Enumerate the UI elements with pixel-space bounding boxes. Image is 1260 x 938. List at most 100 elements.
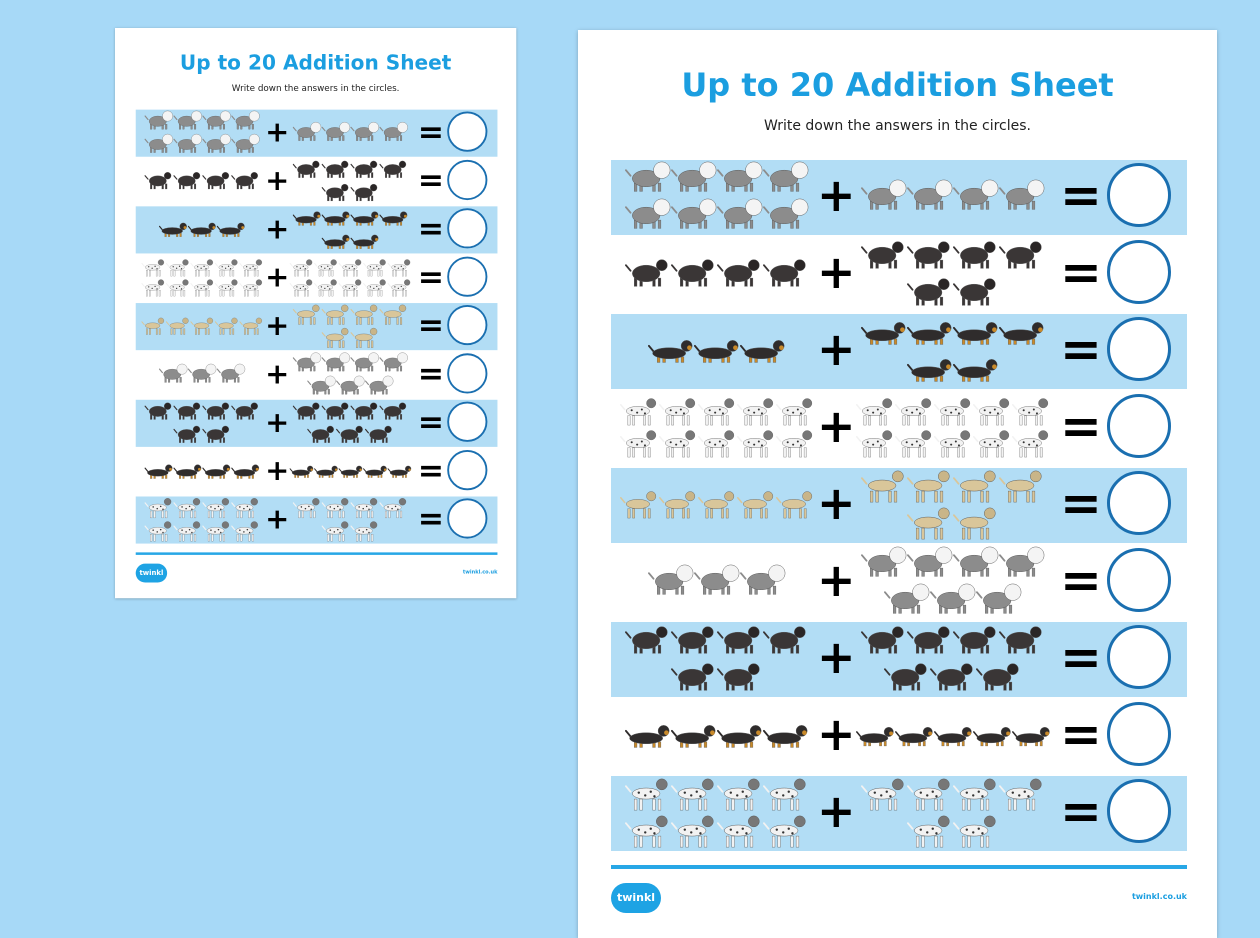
answer-circle[interactable] bbox=[1107, 394, 1171, 458]
dachshund-icon bbox=[999, 321, 1044, 345]
dalmatian-icon bbox=[214, 279, 238, 296]
problem-row: + = bbox=[136, 448, 498, 495]
answer-circle[interactable] bbox=[447, 159, 488, 201]
dachshund-icon bbox=[671, 725, 716, 748]
black-dog-icon bbox=[671, 662, 714, 691]
problem-row: + = bbox=[611, 699, 1187, 774]
equals-sign: = bbox=[1060, 705, 1102, 763]
first-addend-dogs bbox=[139, 110, 265, 157]
answer-circle[interactable] bbox=[447, 256, 488, 297]
answer-circle[interactable] bbox=[1107, 471, 1171, 535]
black-dog-icon bbox=[336, 425, 363, 443]
answer-circle[interactable] bbox=[447, 304, 488, 346]
greyhound-icon bbox=[321, 304, 349, 325]
black-dog-icon bbox=[379, 402, 407, 420]
black-dog-icon bbox=[999, 241, 1042, 269]
sheepdog-icon bbox=[999, 179, 1045, 210]
sheepdog-icon bbox=[379, 352, 408, 372]
plus-sign: + bbox=[817, 476, 856, 530]
problem-row: + = bbox=[611, 545, 1187, 620]
dachshund-icon bbox=[387, 465, 411, 478]
first-addend-dogs bbox=[617, 160, 817, 235]
equals-sign: = bbox=[1060, 628, 1102, 686]
second-addend-dogs bbox=[853, 622, 1053, 697]
sheepdog-icon bbox=[953, 179, 999, 210]
dachshund-icon bbox=[953, 358, 998, 382]
first-addend-dogs bbox=[139, 158, 265, 205]
plus-sign: + bbox=[265, 163, 290, 197]
dachshund-icon bbox=[350, 234, 379, 249]
black-dog-icon bbox=[350, 402, 378, 420]
equals-sign: = bbox=[417, 258, 445, 295]
dachshund-icon bbox=[289, 465, 313, 478]
answer-circle[interactable] bbox=[1107, 625, 1171, 689]
dalmatian-icon bbox=[736, 398, 773, 426]
equals-sign: = bbox=[417, 355, 445, 392]
sheepdog-icon bbox=[321, 122, 351, 141]
first-addend-dogs bbox=[139, 206, 265, 253]
second-addend-dogs bbox=[853, 776, 1053, 851]
dalmatian-icon bbox=[855, 398, 892, 426]
black-dog-icon bbox=[717, 259, 760, 287]
dachshund-icon bbox=[625, 725, 670, 748]
answer-circle[interactable] bbox=[1107, 702, 1171, 766]
black-dog-icon bbox=[321, 183, 349, 201]
twinkl-logo: twinkl bbox=[611, 883, 661, 913]
dalmatian-icon bbox=[239, 279, 262, 296]
problem-rows: + = + = + = + = + = + = + = + = + = bbox=[135, 109, 498, 545]
dachshund-icon bbox=[740, 340, 785, 363]
second-addend-dogs bbox=[288, 206, 414, 253]
twinkl-logo: twinkl bbox=[135, 563, 168, 583]
dalmatian-icon bbox=[671, 815, 714, 847]
greyhound-icon bbox=[697, 491, 734, 519]
answer-circle[interactable] bbox=[1107, 240, 1171, 304]
greyhound-icon bbox=[907, 507, 950, 539]
dachshund-icon bbox=[933, 726, 972, 747]
answer-circle[interactable] bbox=[447, 208, 488, 249]
dachshund-icon bbox=[907, 321, 952, 345]
sheepdog-icon bbox=[717, 198, 763, 229]
dachshund-icon bbox=[694, 340, 739, 363]
first-addend-dogs bbox=[139, 303, 265, 350]
answer-circle[interactable] bbox=[1107, 163, 1171, 227]
equals-sign: = bbox=[1060, 782, 1102, 840]
answer-circle[interactable] bbox=[447, 401, 488, 442]
black-dog-icon bbox=[625, 626, 668, 654]
dalmatian-icon bbox=[717, 815, 760, 847]
greyhound-icon bbox=[292, 304, 320, 325]
sheepdog-icon bbox=[740, 564, 786, 595]
answer-circle[interactable] bbox=[1107, 317, 1171, 381]
answer-circle[interactable] bbox=[447, 450, 488, 491]
plus-sign: + bbox=[265, 211, 290, 246]
dachshund-icon bbox=[379, 211, 408, 226]
dalmatian-icon bbox=[141, 259, 164, 277]
answer-circle[interactable] bbox=[447, 111, 488, 152]
answer-circle[interactable] bbox=[447, 498, 488, 539]
problem-rows: + = + = + = + = + = + = + = + = + = bbox=[611, 160, 1187, 853]
dachshund-icon bbox=[231, 464, 260, 479]
first-addend-dogs bbox=[617, 468, 817, 543]
dalmatian-icon bbox=[387, 279, 410, 296]
greyhound-icon bbox=[953, 507, 996, 539]
equals-sign: = bbox=[417, 306, 445, 344]
dalmatian-icon bbox=[861, 778, 904, 811]
second-addend-dogs bbox=[853, 160, 1053, 235]
plus-sign: + bbox=[817, 707, 856, 761]
answer-circle[interactable] bbox=[1107, 779, 1171, 843]
greyhound-icon bbox=[165, 317, 189, 335]
second-addend-dogs bbox=[288, 496, 414, 543]
sheepdog-icon bbox=[861, 546, 907, 577]
dalmatian-icon bbox=[350, 497, 378, 518]
worksheet-preview-small: Up to 20 Addition Sheet Write down the a… bbox=[115, 28, 517, 599]
dalmatian-icon bbox=[350, 521, 378, 541]
dalmatian-icon bbox=[289, 259, 312, 277]
worksheet-instructions: Write down the answers in the circles. bbox=[764, 118, 1031, 134]
black-dog-icon bbox=[763, 259, 806, 287]
answer-circle[interactable] bbox=[1107, 548, 1171, 612]
dachshund-icon bbox=[158, 222, 187, 237]
sheepdog-icon bbox=[336, 375, 365, 395]
problem-row: + = bbox=[611, 622, 1187, 697]
black-dog-icon bbox=[202, 172, 230, 190]
first-addend-dogs bbox=[139, 351, 265, 398]
answer-circle[interactable] bbox=[447, 353, 488, 394]
